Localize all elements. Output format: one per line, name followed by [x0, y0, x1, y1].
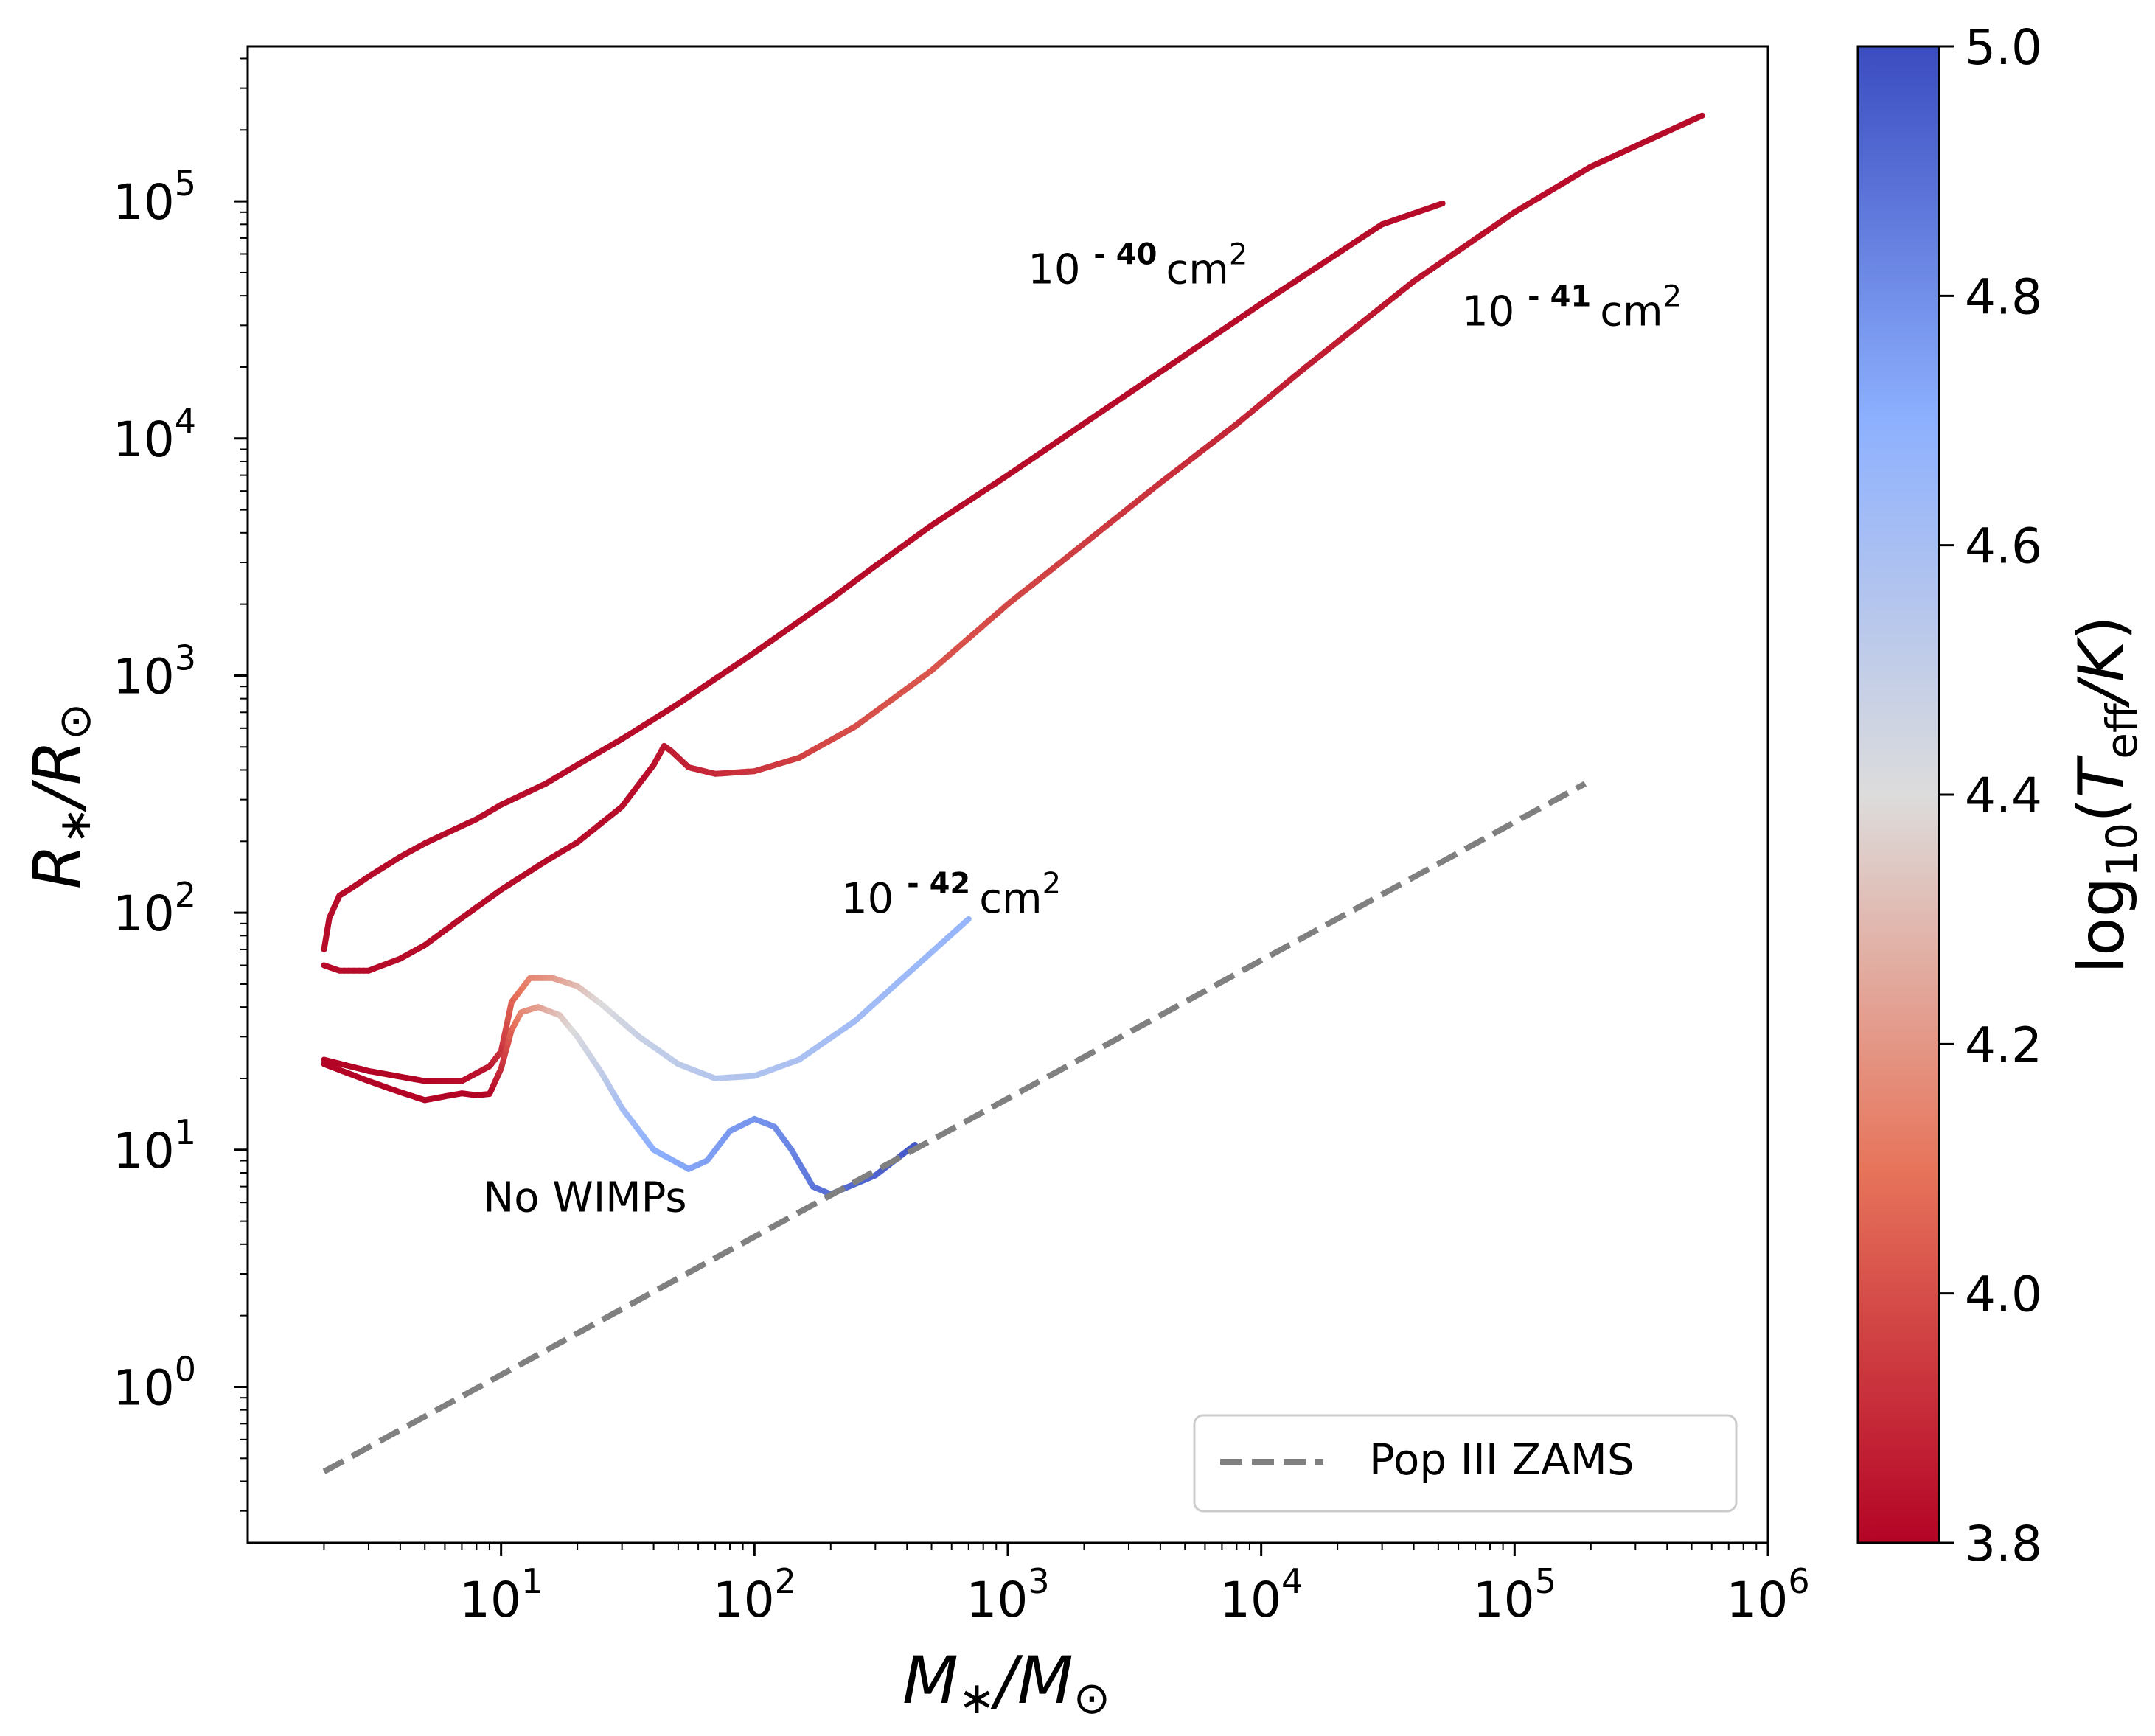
series-segment: [1606, 147, 1632, 161]
series-segment: [1298, 261, 1325, 281]
series-segment: [1359, 221, 1385, 241]
series-segment: [1461, 232, 1484, 250]
colorbar-tick-label: 3.8: [1965, 1516, 2042, 1572]
series-layer: [321, 112, 1705, 1474]
x-tick-label: 106: [1726, 1561, 1809, 1628]
series-segment: [1214, 316, 1242, 337]
series-segment: [1374, 293, 1399, 313]
colorbar-label: log10(Teff/K): [2065, 616, 2147, 974]
label-1e-40: 10 - 40 cm2: [1028, 238, 1247, 294]
y-tick-label: 103: [113, 638, 196, 705]
series-segment: [1427, 255, 1451, 273]
series-pop-iii-zams: [322, 781, 1587, 1474]
legend-box: [1193, 1414, 1738, 1513]
series-segment: [1258, 287, 1284, 307]
series-segment: [1085, 404, 1112, 424]
y-tick-label: 102: [113, 875, 196, 942]
series-line: [322, 781, 1587, 1474]
x-axis-ticks: 101 102 103 104 105 106: [459, 1543, 1810, 1628]
series-segment: [1278, 274, 1305, 294]
series-segment: [1126, 375, 1154, 397]
series-10-41-cm-2: [321, 112, 1705, 974]
x-minor-ticks: [323, 1543, 1758, 1550]
series-segment: [1625, 138, 1650, 153]
colorbar-tick-label: 4.0: [1965, 1266, 2042, 1323]
series-segment: [1477, 220, 1501, 239]
label-no-wimps: No WIMPs: [483, 1174, 686, 1221]
colorbar-tick-label: 4.6: [1965, 518, 2042, 575]
series-segment: [1191, 330, 1220, 352]
series-segment: [1444, 243, 1467, 262]
y-axis-label: R∗/R⊙: [19, 703, 101, 890]
series-segment: [1005, 459, 1031, 478]
series-segment: [1410, 267, 1434, 285]
x-tick-label: 105: [1473, 1561, 1556, 1628]
x-tick-label: 102: [713, 1561, 796, 1628]
colorbar-tick-label: 4.2: [1965, 1017, 2042, 1073]
series-segment: [1357, 307, 1381, 327]
legend: Pop III ZAMS: [1193, 1414, 1738, 1513]
series-no-wimps: [321, 1004, 918, 1197]
series-segment: [1065, 417, 1092, 438]
label-1e-42: 10 - 42 cm2: [841, 867, 1061, 923]
y-axis-ticks: 100 101 102 103 104 105: [113, 164, 248, 1416]
series-segment: [1320, 335, 1345, 356]
annotations: 10 - 40 cm2 10 - 41 cm2 10 - 42 cm2 No WIMPs: [483, 238, 1682, 1222]
colorbar-tick-label: 4.8: [1965, 268, 2042, 325]
series-segment: [1662, 121, 1687, 136]
colorbar: 3.8 4.0 4.2 4.4 4.6 4.8 5.0 log10(Teff/K): [1856, 19, 2147, 1572]
plot-area: 101 102 103 104 105 106 100 101 102 103 104 105 10…: [19, 45, 1810, 1724]
legend-label: Pop III ZAMS: [1369, 1435, 1634, 1485]
series-segment: [1393, 278, 1417, 299]
series-segment: [1494, 209, 1518, 227]
x-tick-label: 101: [459, 1561, 543, 1628]
series-segment: [1303, 349, 1327, 370]
colorbar-ticks: 3.8 4.0 4.2 4.4 4.6 4.8 5.0: [1939, 19, 2042, 1572]
x-axis-label: M∗/M⊙: [902, 1642, 1110, 1724]
label-1e-41: 10 - 41 cm2: [1462, 279, 1682, 335]
colorbar-tick-label: 5.0: [1965, 19, 2042, 76]
colorbar-tick-label: 4.4: [1965, 767, 2042, 824]
series-10-42-cm-2: [321, 916, 972, 1084]
x-tick-label: 104: [1219, 1561, 1303, 1628]
y-tick-label: 105: [113, 164, 196, 231]
y-tick-label: 100: [113, 1349, 196, 1416]
y-tick-label: 101: [113, 1112, 196, 1179]
series-segment: [1318, 248, 1345, 268]
series-segment: [955, 916, 972, 932]
series-segment: [1430, 200, 1446, 210]
series-segment: [1025, 445, 1051, 465]
series-segment: [1339, 234, 1365, 254]
series-segment: [1680, 112, 1705, 128]
series-segment: [1587, 155, 1612, 170]
series-segment: [1147, 360, 1176, 382]
series-segment: [1045, 431, 1071, 451]
series-segment: [1339, 321, 1363, 342]
x-tick-label: 103: [966, 1561, 1049, 1628]
series-10-40-cm-2: [321, 200, 1446, 952]
series-segment: [1643, 129, 1668, 144]
series-segment: [1105, 390, 1132, 411]
colorbar-gradient: [1856, 45, 1940, 1544]
series-segment: [1236, 301, 1264, 322]
y-tick-label: 104: [113, 401, 196, 468]
y-minor-ticks: [240, 57, 248, 1512]
series-segment: [1169, 345, 1198, 367]
